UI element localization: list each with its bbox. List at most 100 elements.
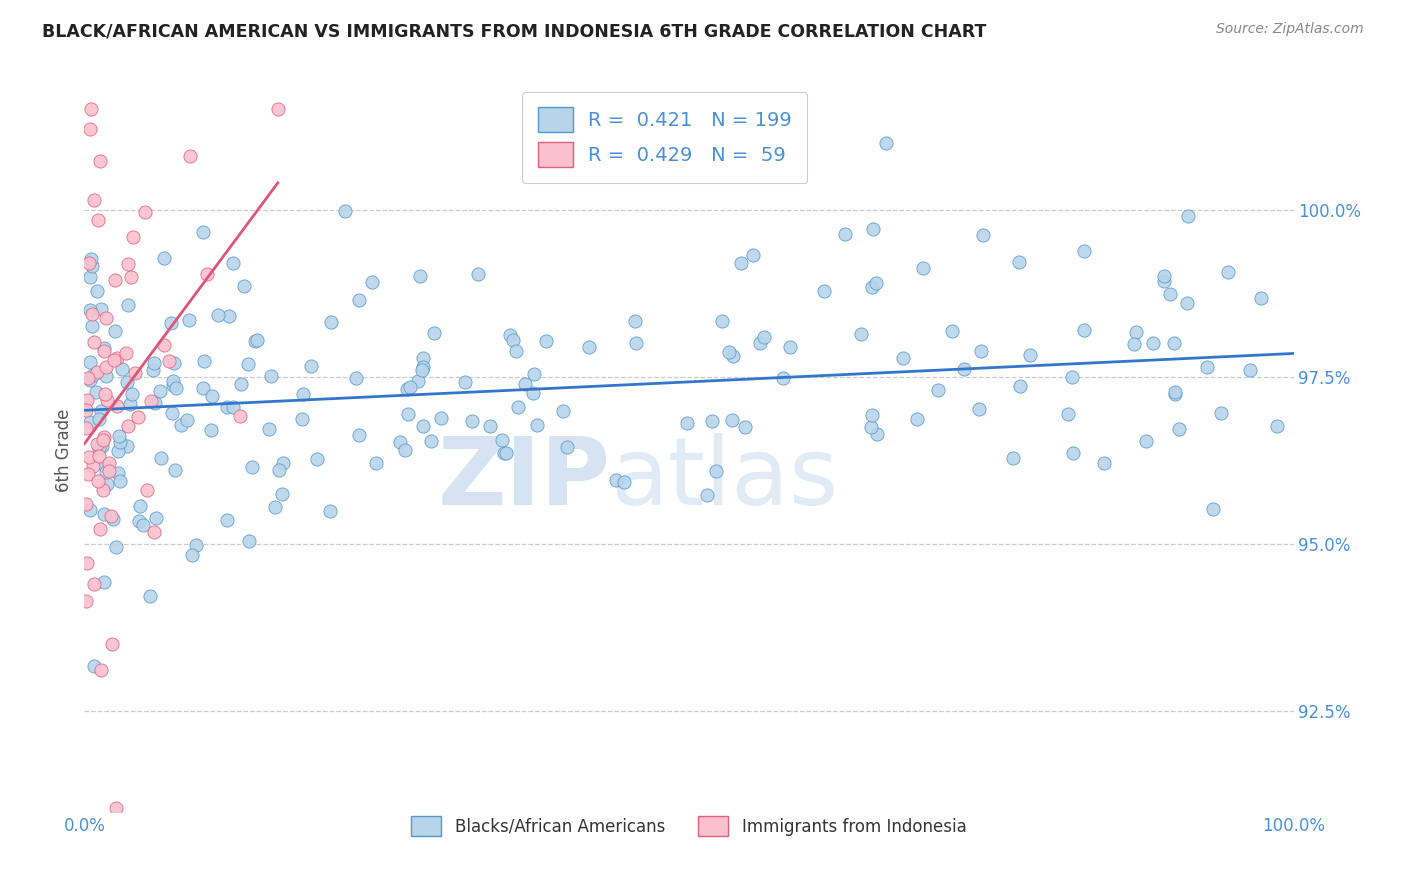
Point xyxy=(86,437,108,451)
Point xyxy=(361,276,384,290)
Point xyxy=(491,433,513,447)
Point xyxy=(1159,286,1181,301)
Point xyxy=(80,318,103,333)
Point xyxy=(1168,422,1191,436)
Point xyxy=(866,426,889,441)
Point xyxy=(396,407,419,421)
Point xyxy=(499,327,522,342)
Point xyxy=(1175,296,1198,310)
Point xyxy=(271,487,294,501)
Point xyxy=(411,363,433,377)
Point xyxy=(718,345,741,359)
Point xyxy=(754,330,776,344)
Point xyxy=(79,416,101,430)
Point xyxy=(124,366,146,380)
Point xyxy=(100,637,122,651)
Point xyxy=(93,574,115,589)
Point xyxy=(76,557,98,571)
Point xyxy=(704,464,727,478)
Point xyxy=(834,227,856,241)
Point xyxy=(779,340,801,354)
Point xyxy=(117,298,139,312)
Point xyxy=(117,257,139,271)
Point xyxy=(76,392,98,407)
Point xyxy=(83,658,105,673)
Point xyxy=(1008,379,1031,393)
Point xyxy=(492,445,515,459)
Point xyxy=(94,386,117,401)
Point xyxy=(86,365,108,379)
Point xyxy=(927,383,949,397)
Point xyxy=(430,410,453,425)
Point xyxy=(75,420,97,434)
Point xyxy=(1195,359,1218,374)
Point xyxy=(522,385,544,400)
Point xyxy=(94,369,117,384)
Text: ZIP: ZIP xyxy=(437,434,610,525)
Point xyxy=(96,477,118,491)
Point xyxy=(84,385,107,400)
Point xyxy=(624,335,647,350)
Point xyxy=(412,360,434,375)
Point xyxy=(240,459,263,474)
Point xyxy=(865,276,887,290)
Point xyxy=(860,280,883,294)
Point xyxy=(145,511,167,525)
Point xyxy=(191,226,214,240)
Point xyxy=(98,464,121,478)
Point xyxy=(80,260,103,274)
Point xyxy=(1202,502,1225,516)
Point xyxy=(291,412,314,426)
Point xyxy=(860,408,883,422)
Point xyxy=(1135,434,1157,449)
Point xyxy=(117,438,139,452)
Point xyxy=(388,434,411,449)
Point xyxy=(1019,348,1042,362)
Point xyxy=(90,301,112,316)
Point xyxy=(91,439,114,453)
Point xyxy=(696,488,718,502)
Point xyxy=(108,434,131,449)
Point xyxy=(229,377,252,392)
Point xyxy=(267,102,290,116)
Point xyxy=(319,504,342,518)
Point xyxy=(115,375,138,389)
Point xyxy=(122,230,145,244)
Point xyxy=(100,508,122,523)
Point xyxy=(364,456,387,470)
Point xyxy=(135,483,157,497)
Point xyxy=(624,314,647,328)
Point xyxy=(111,362,134,376)
Point xyxy=(75,402,97,417)
Point xyxy=(505,344,527,359)
Point xyxy=(79,355,101,369)
Point xyxy=(905,412,928,426)
Point xyxy=(90,663,112,677)
Point xyxy=(875,136,897,150)
Point xyxy=(79,303,101,318)
Point xyxy=(1164,385,1187,400)
Point xyxy=(105,540,128,554)
Point xyxy=(222,400,245,414)
Point xyxy=(394,442,416,457)
Point xyxy=(76,467,98,481)
Point xyxy=(176,413,198,427)
Point xyxy=(217,400,239,414)
Point xyxy=(83,193,105,207)
Point xyxy=(264,500,287,515)
Point xyxy=(207,308,229,322)
Point xyxy=(1209,406,1232,420)
Point xyxy=(1125,325,1147,339)
Point xyxy=(105,351,128,365)
Point xyxy=(305,451,328,466)
Point xyxy=(319,315,342,329)
Point xyxy=(420,434,443,449)
Point xyxy=(76,371,98,385)
Point xyxy=(94,465,117,479)
Point xyxy=(91,434,114,448)
Point xyxy=(555,441,578,455)
Point xyxy=(86,284,108,298)
Point xyxy=(114,346,136,360)
Point xyxy=(1163,336,1185,351)
Point xyxy=(218,310,240,324)
